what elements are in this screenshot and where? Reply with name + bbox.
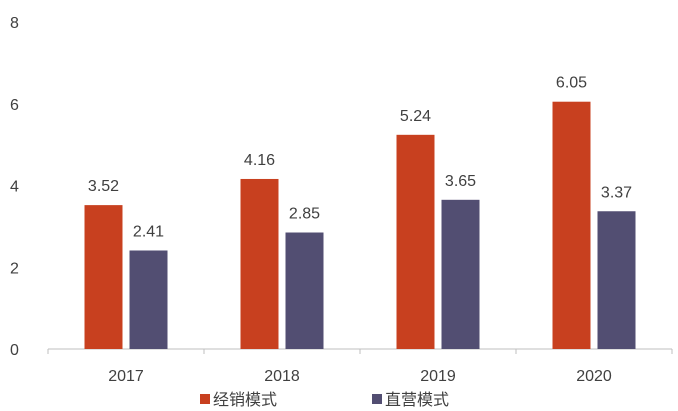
bar	[240, 178, 279, 349]
x-tick-label: 2020	[576, 368, 612, 385]
bar	[285, 232, 324, 349]
y-tick-label: 8	[10, 15, 19, 32]
y-tick-label: 0	[10, 342, 19, 359]
data-label: 2.85	[289, 206, 320, 223]
data-label: 3.52	[88, 178, 119, 195]
legend-swatch	[200, 394, 210, 404]
bar	[396, 134, 435, 349]
y-tick-label: 6	[10, 97, 19, 114]
bar	[441, 199, 480, 349]
y-tick-label: 2	[10, 260, 19, 277]
bars	[84, 101, 636, 349]
bar	[597, 211, 636, 349]
x-tick-label: 2018	[264, 368, 300, 385]
bar	[552, 101, 591, 349]
y-axis-ticks: 0 2 4 6 8	[10, 15, 19, 359]
data-label: 4.16	[244, 152, 275, 169]
x-tick-label: 2019	[420, 368, 456, 385]
data-label: 2.41	[133, 223, 164, 240]
legend-label: 直营模式	[385, 391, 449, 409]
bar	[84, 205, 123, 349]
legend-swatch	[372, 394, 382, 404]
legend: 经销模式 直营模式	[200, 391, 449, 409]
data-label: 3.37	[601, 184, 632, 201]
bar	[129, 250, 168, 349]
data-labels: 3.52 2.41 4.16 2.85 5.24 3.65 6.05 3.37	[88, 75, 632, 241]
y-tick-label: 4	[10, 179, 19, 196]
data-label: 6.05	[556, 75, 587, 92]
data-label: 3.65	[445, 173, 476, 190]
data-label: 5.24	[400, 108, 431, 125]
x-tick-label: 2017	[108, 368, 144, 385]
x-axis-ticks: 2017 2018 2019 2020	[47, 349, 673, 385]
legend-label: 经销模式	[213, 391, 277, 409]
